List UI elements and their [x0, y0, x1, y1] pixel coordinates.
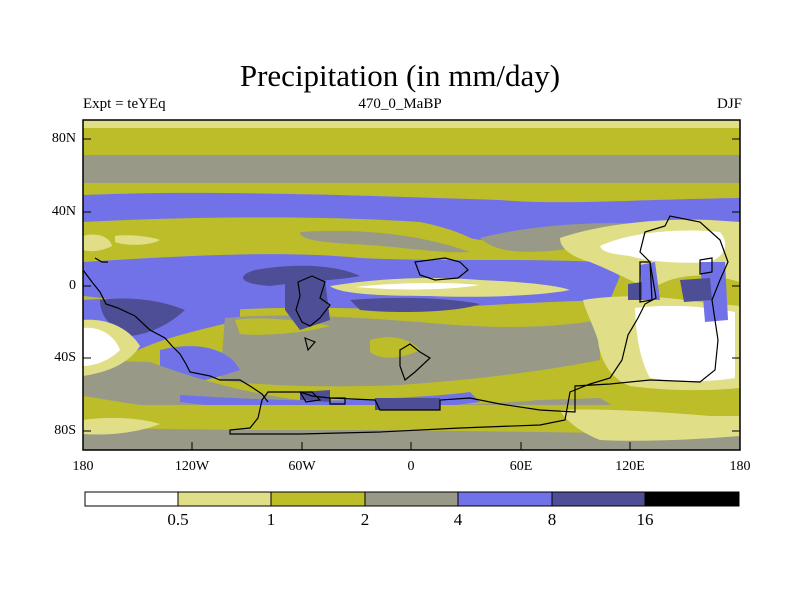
colorbar-label-16: 16	[636, 510, 654, 529]
lat-label-80n: 80N	[51, 131, 76, 146]
lat-label-eq: 0	[69, 278, 76, 293]
season-label: DJF	[716, 96, 742, 112]
lon-label-180e: 180	[729, 459, 751, 474]
colorbar-box-7	[644, 491, 740, 507]
colorbar-box-3	[270, 491, 366, 507]
colorbar-label-4: 4	[453, 510, 463, 529]
time-label: 470_0_MaBP	[358, 96, 442, 112]
coastlines	[82, 215, 729, 435]
colorbar-box-1	[84, 491, 179, 507]
colorbar-box-5	[457, 491, 553, 507]
lat-label-40n: 40N	[51, 204, 76, 219]
colorbar-box-4	[364, 491, 459, 507]
lon-label-0: 0	[407, 459, 415, 474]
plot-title: Precipitation (in mm/day)	[239, 58, 561, 93]
lon-label-180w: 180	[72, 459, 94, 474]
colorbar-label-1: 1	[266, 510, 276, 529]
lat-label-40s: 40S	[54, 350, 76, 365]
lon-label-120e: 120E	[615, 459, 645, 474]
colorbar-label-8: 8	[547, 510, 557, 529]
lat-label-80s: 80S	[54, 423, 76, 438]
colorbar-label-0-5: 0.5	[167, 510, 189, 529]
lat-tick-marks	[83, 138, 740, 432]
precip-field	[83, 120, 740, 450]
lon-label-60w: 60W	[288, 459, 316, 474]
colorbar	[84, 491, 740, 507]
lon-label-60e: 60E	[509, 459, 533, 474]
lon-label-120w: 120W	[174, 459, 210, 474]
colorbar-box-6	[551, 491, 646, 507]
lon-tick-marks	[82, 442, 741, 450]
experiment-label: Expt = teYEq	[83, 96, 166, 112]
colorbar-label-2: 2	[360, 510, 370, 529]
colorbar-box-2	[177, 491, 272, 507]
